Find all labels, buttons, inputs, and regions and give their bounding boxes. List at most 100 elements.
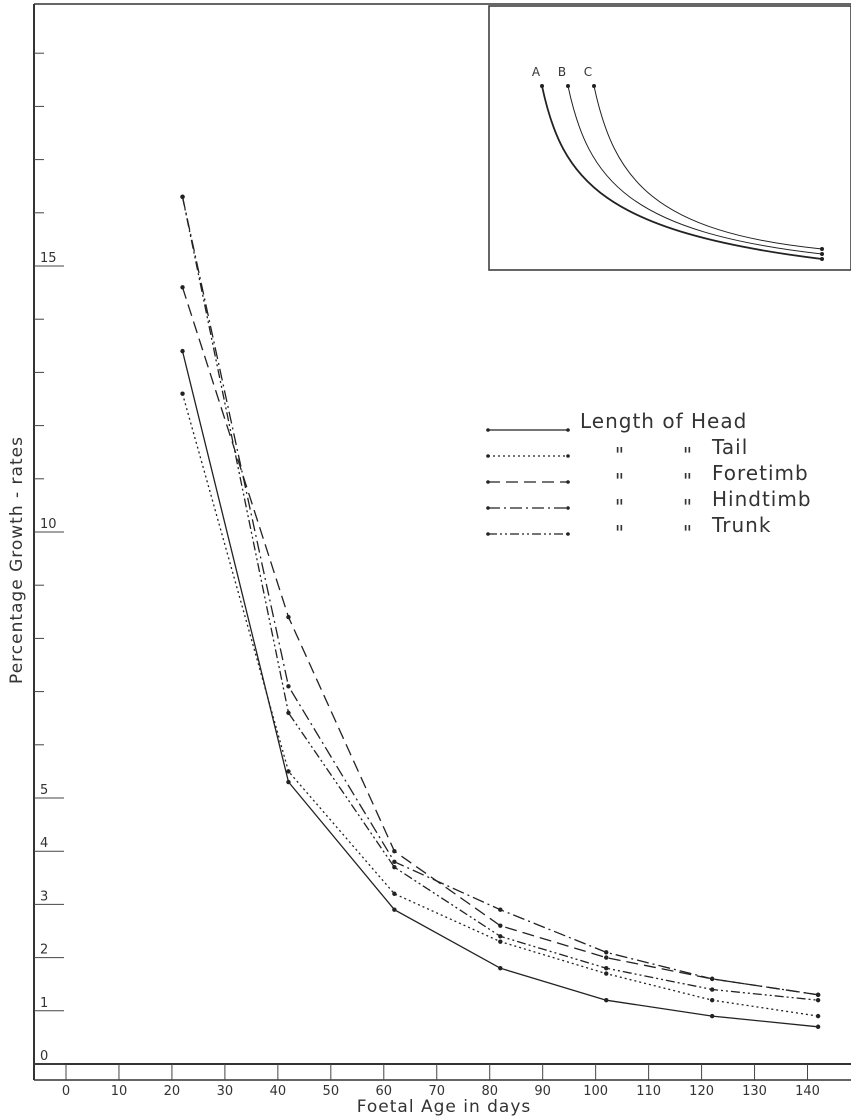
ditto-mark: ": [683, 443, 693, 467]
data-point: [392, 891, 397, 896]
y-axis-title: Percentage Growth - rates: [7, 436, 27, 684]
y-tick-label: 0: [40, 1049, 48, 1064]
legend: Length of Head" " Tail" " Foretimb" " Hindtimb…: [486, 409, 811, 545]
data-point: [392, 907, 397, 912]
data-point: [498, 907, 503, 912]
legend-dot: [486, 532, 490, 536]
inset-curve-dot: [566, 84, 570, 88]
data-point: [709, 987, 715, 992]
data-point: [392, 849, 397, 854]
legend-label: Foretimb: [712, 461, 809, 485]
x-tick-label: 10: [111, 1084, 128, 1099]
x-tick-label: 60: [376, 1084, 393, 1099]
ditto-mark: ": [683, 469, 693, 493]
axes: 0 10 20 30 40 50 60 70 80 90 100 110 120 130 140 0 1 2 3 4 5…: [33, 3, 851, 1099]
x-tick-label: 70: [428, 1084, 445, 1099]
data-point: [286, 769, 291, 774]
legend-dot: [486, 480, 490, 484]
x-tick-label: 100: [583, 1084, 608, 1099]
y-tick-label: 1: [40, 996, 48, 1011]
inset-curve-dot: [592, 84, 596, 88]
x-tick-label: 110: [636, 1084, 661, 1099]
data-point: [286, 614, 291, 620]
data-point: [180, 194, 185, 200]
inset-frame: [488, 5, 851, 271]
inset-diagram: A B C: [488, 5, 851, 271]
legend-dot: [566, 454, 570, 458]
y-tick-label: 2: [40, 943, 48, 958]
series-line-trunk: [181, 196, 819, 1001]
ditto-mark: ": [683, 495, 693, 519]
x-tick-label: 40: [270, 1084, 287, 1099]
data-point: [709, 997, 715, 1003]
x-tick-label: 50: [323, 1084, 340, 1099]
series-line-hindtimb: [181, 196, 819, 996]
legend-dot: [566, 480, 570, 484]
data-point: [498, 923, 503, 928]
inset-curve-dot: [540, 84, 544, 88]
data-point: [392, 864, 397, 870]
data-point: [815, 997, 821, 1003]
data-point: [180, 348, 185, 354]
x-tick-label: 140: [795, 1084, 820, 1099]
inset-curve-a: [541, 85, 823, 260]
inset-curve-label: C: [584, 65, 592, 79]
legend-label: Tail: [711, 435, 748, 459]
legend-dot: [486, 428, 490, 432]
legend-dot: [566, 532, 570, 536]
inset-curve-dot: [820, 247, 824, 251]
inset-curve-dot: [820, 257, 824, 261]
ditto-mark: ": [615, 521, 625, 545]
legend-dot: [486, 506, 490, 510]
data-point: [604, 971, 609, 976]
legend-label: Hindtimb: [712, 487, 812, 511]
inset-curve-label: B: [558, 65, 566, 79]
x-tick-label: 120: [689, 1084, 714, 1099]
legend-dot: [486, 454, 490, 458]
ditto-mark: ": [615, 469, 625, 493]
x-tick-label: 80: [481, 1084, 498, 1099]
ditto-mark: ": [615, 495, 625, 519]
data-point: [180, 285, 185, 290]
data-point: [709, 1013, 715, 1019]
legend-dot: [566, 506, 570, 510]
legend-dot: [566, 428, 570, 432]
series-group: [180, 194, 821, 1029]
data-point: [604, 966, 609, 971]
x-tick-label: 0: [62, 1084, 70, 1099]
ditto-mark: ": [683, 521, 693, 545]
data-point: [604, 950, 609, 955]
inset-curve-label: A: [532, 65, 541, 79]
data-point: [815, 1024, 821, 1029]
series-line-foretimb: [181, 287, 819, 996]
y-tick-label: 4: [40, 836, 48, 851]
legend-label: Length of Head: [580, 409, 747, 433]
data-point: [498, 966, 503, 971]
x-tick-label: 90: [534, 1084, 551, 1099]
legend-label: Trunk: [711, 513, 771, 537]
x-tick-label: 20: [164, 1084, 181, 1099]
inset-curve-b: [567, 85, 823, 255]
data-point: [286, 684, 291, 689]
y-tick-label: 10: [40, 517, 57, 532]
y-tick-label: 3: [40, 889, 48, 904]
data-point: [709, 976, 715, 982]
data-point: [180, 391, 185, 396]
y-tick-label: 15: [40, 251, 57, 266]
data-point: [604, 955, 609, 960]
inset-curve-dot: [820, 252, 824, 256]
x-axis-title: Foetal Age in days: [357, 1097, 532, 1117]
data-point: [286, 710, 291, 716]
data-point: [604, 997, 609, 1003]
y-tick-label: 5: [40, 783, 48, 798]
ditto-mark: ": [615, 443, 625, 467]
data-point: [498, 934, 503, 939]
data-point: [286, 779, 291, 785]
data-point: [815, 1013, 821, 1019]
x-tick-label: 30: [217, 1084, 234, 1099]
inset-curve-c: [593, 85, 823, 250]
data-point: [498, 939, 503, 944]
data-point: [392, 859, 397, 865]
x-tick-label: 130: [742, 1084, 767, 1099]
